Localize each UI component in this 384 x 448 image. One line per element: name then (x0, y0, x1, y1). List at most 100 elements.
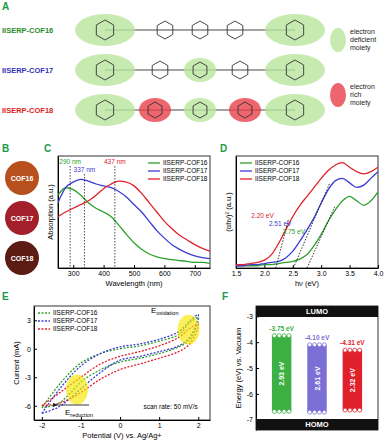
molecule-ring (192, 21, 208, 39)
tick: 4.0 (374, 265, 384, 277)
tangent-line (307, 207, 335, 268)
tick-label: 2.5 (288, 270, 298, 277)
moiety-ellipse (184, 98, 216, 122)
electron-dot (343, 348, 347, 352)
series-line (42, 317, 199, 407)
tick-label: -6 (25, 402, 31, 409)
tick-label: -3 (247, 313, 253, 320)
molecule-ring (157, 21, 173, 39)
electron-dot (313, 343, 317, 347)
tick-label: 3.0 (317, 270, 327, 277)
molecule-ring (232, 61, 248, 79)
legend-swatch (148, 162, 160, 163)
plot-frame (236, 156, 378, 268)
tick-mark (34, 406, 37, 407)
tick-label: 2 (197, 422, 201, 429)
tick-label: 1.5 (232, 270, 242, 277)
legend-swatch (38, 320, 50, 321)
highlight (66, 375, 88, 405)
highlight (177, 315, 199, 345)
annotation: 2.51 eV (269, 220, 292, 227)
molecule-ring (96, 20, 113, 40)
tick-mark (195, 265, 196, 268)
photo-label: COF18 (11, 255, 34, 262)
x-axis-title: Potential (V) vs. Ag/Ag+ (82, 431, 162, 440)
panel-label: A (2, 1, 9, 12)
electron-dot (322, 410, 326, 414)
y-axis-title: (αhν)² (a.u.) (224, 192, 233, 232)
annotation-line (84, 174, 85, 268)
tick-mark (256, 342, 259, 343)
photo-label: COF16 (11, 175, 34, 182)
series-line (58, 181, 210, 251)
y-axis: -7-6-5-4-3 (247, 307, 259, 431)
tick-label: -1 (78, 422, 84, 429)
y-axis-title: Absorption (a.u.) (46, 184, 55, 240)
legend-label: IISERP-COF18 (53, 325, 98, 332)
tick-mark (164, 265, 165, 268)
axis-line (59, 268, 211, 269)
tick-mark (159, 417, 160, 420)
tick: 3.0 (317, 265, 327, 277)
panel-label: D (220, 143, 227, 154)
tick: -5 (247, 365, 259, 372)
panel-label: C (44, 143, 51, 154)
annotation: Ereduction (65, 408, 93, 418)
electron-dot (353, 408, 357, 412)
legend-swatch (38, 328, 50, 329)
tick: 700 (189, 265, 201, 277)
tick: 300 (68, 265, 80, 277)
legend-swatch (148, 170, 160, 171)
legend-label: IISERP-COF18 (255, 175, 300, 182)
electron-dot (282, 409, 286, 413)
tick-mark (73, 265, 74, 268)
moiety-ellipse (184, 58, 216, 82)
electron-dot (358, 408, 362, 412)
chart: 300400500600700Wavelength (nm)Absorption… (46, 156, 211, 288)
tick: 3 (27, 317, 37, 324)
electron-dot (308, 410, 312, 414)
annotation: 290 nm (59, 158, 81, 165)
molecule-ring (148, 102, 162, 118)
x-axis-title: Wavelength (nm) (106, 279, 163, 288)
legend-label: electronrichmoiety (350, 83, 375, 107)
y-axis (58, 157, 59, 269)
plot-frame (256, 306, 378, 430)
row-label: IISERP-COF16 (2, 26, 53, 35)
tick-mark (264, 265, 265, 268)
annotation: scan rate: 50 mV/s (144, 403, 199, 410)
data-label: -4.31 eV (340, 339, 365, 346)
moiety-ellipse (330, 83, 346, 107)
molecule-ring (96, 100, 113, 120)
tick: 0 (119, 417, 123, 429)
gap-label: 2.93 eV (278, 361, 285, 385)
figure: ABCDEFIISERP-COF16IISERP-COF17IISERP-COF… (0, 0, 384, 448)
molecule-ring (193, 62, 207, 78)
tick-label: 700 (189, 270, 201, 277)
tick-label: -2 (39, 422, 45, 429)
electron-dot (277, 409, 281, 413)
tick-mark (134, 265, 135, 268)
molecule-ring (193, 102, 207, 118)
tick: 500 (129, 265, 141, 277)
x-axis-title: hν (eV) (295, 279, 320, 288)
y-axis-title: Energy (eV) vs. Vacuum (234, 328, 243, 409)
row-label: IISERP-COF17 (2, 66, 53, 75)
plot-area (42, 314, 200, 413)
axis-line (58, 157, 59, 269)
electron-dot (358, 348, 362, 352)
arrow (55, 405, 89, 406)
tick: 2.5 (288, 265, 298, 277)
plot-frame (34, 306, 210, 420)
band (256, 306, 378, 317)
annotation-sub: reduction (70, 412, 93, 418)
tick-mark (378, 265, 379, 268)
tick: 2.0 (260, 265, 270, 277)
molecule-ring (152, 61, 168, 79)
legend-swatch (148, 178, 160, 179)
plot-area (236, 163, 378, 268)
legend-label: IISERP-COF17 (53, 317, 98, 324)
electron-dot (313, 410, 317, 414)
electron-dot (272, 409, 276, 413)
legend-label: IISERP-COF16 (53, 309, 98, 316)
